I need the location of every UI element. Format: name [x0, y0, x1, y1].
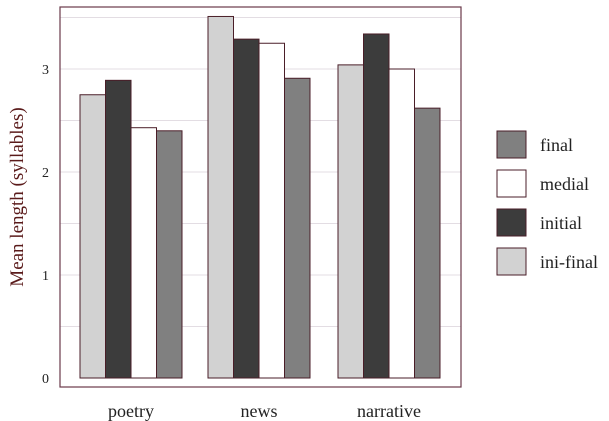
legend-label: medial — [540, 174, 589, 194]
bar-poetry-ini-final — [79, 94, 106, 379]
bar-news-final — [284, 77, 311, 379]
bar-narrative-medial — [388, 68, 415, 379]
legend-item-final: final — [496, 130, 573, 159]
legend-label: ini-final — [540, 252, 598, 272]
legend-swatch — [496, 130, 527, 159]
x-axis-ticks: poetry news narrative — [108, 401, 421, 421]
bar-group-poetry — [79, 79, 183, 379]
bar-poetry-medial — [130, 127, 157, 379]
bars — [79, 15, 441, 379]
bar-narrative-initial — [363, 33, 390, 379]
plot-frame — [59, 6, 462, 388]
legend-label: initial — [540, 213, 582, 233]
bar-narrative-final — [414, 107, 441, 379]
x-tick-label: news — [241, 401, 278, 421]
legend: final medial initial ini-final — [496, 130, 598, 276]
legend-swatch — [496, 169, 527, 198]
legend-item-medial: medial — [496, 169, 589, 198]
y-tick-label: 1 — [42, 269, 49, 284]
legend-item-ini-final: ini-final — [496, 247, 598, 276]
bar-narrative-ini-final — [337, 64, 364, 379]
y-axis-ticks: 0 1 2 3 — [42, 63, 49, 387]
bar-news-initial — [233, 38, 260, 379]
legend-swatch — [496, 247, 527, 276]
y-tick-label: 2 — [42, 166, 49, 181]
legend-swatch — [496, 208, 527, 237]
bar-group-news — [207, 15, 311, 379]
legend-label: final — [540, 135, 573, 155]
y-axis-label: Mean length (syllables) — [7, 107, 28, 286]
y-tick-label: 0 — [42, 372, 49, 387]
x-tick-label: poetry — [108, 401, 154, 421]
bar-news-medial — [258, 42, 285, 379]
bar-poetry-final — [156, 130, 183, 379]
bar-poetry-initial — [105, 79, 132, 379]
x-tick-label: narrative — [357, 401, 421, 421]
bar-group-narrative — [337, 33, 441, 379]
legend-item-initial: initial — [496, 208, 582, 237]
bar-news-ini-final — [207, 15, 234, 379]
y-tick-label: 3 — [42, 63, 49, 78]
